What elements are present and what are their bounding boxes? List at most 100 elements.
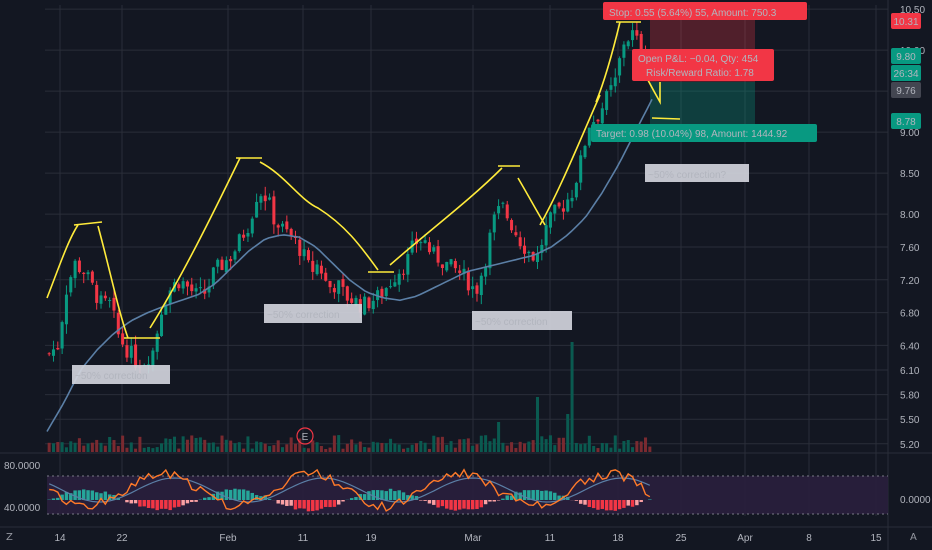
osc-histogram-bar	[479, 500, 484, 508]
osc-histogram-bar	[293, 500, 298, 510]
volume-bar	[198, 437, 202, 452]
volume-bar	[402, 448, 406, 452]
osc-histogram-bar	[190, 500, 194, 503]
volume-bar	[56, 442, 60, 452]
candle-body	[471, 286, 475, 290]
candle-body	[523, 245, 527, 254]
price-tick-label: 6.80	[900, 309, 920, 320]
candle-body	[164, 304, 168, 315]
trend-stroke	[149, 157, 241, 329]
candle-body	[95, 284, 99, 303]
time-axis[interactable]: 14 22 Feb 11 19 Mar 11 18 25 Apr 8 15	[54, 533, 882, 544]
price-tick-label: 6.10	[900, 366, 920, 377]
target-label-text: Target: 0.98 (10.04%) 98, Amount: 1444.9…	[596, 129, 788, 140]
candle-body	[622, 44, 626, 58]
volume-bar	[484, 435, 488, 452]
osc-histogram-bar	[285, 500, 289, 506]
volume-bar	[613, 435, 617, 452]
volume-bar	[618, 448, 622, 452]
price-tick-label: 8.00	[900, 210, 920, 221]
time-tick-label: 14	[54, 533, 66, 544]
volume-bar	[99, 442, 103, 452]
osc-histogram-bar	[94, 492, 99, 500]
candle-body	[613, 77, 617, 87]
yellow-trend-drawings	[46, 21, 681, 339]
osc-histogram-bar	[142, 500, 146, 507]
volume-bar	[211, 442, 215, 452]
volume-bar	[328, 447, 332, 452]
osc-histogram-bar	[164, 500, 168, 509]
volume-bar	[639, 441, 643, 452]
price-axis[interactable]: 10.5010.009.509.008.508.007.607.206.806.…	[900, 5, 925, 451]
osc-histogram-bar	[99, 493, 103, 500]
volume-bar	[570, 342, 574, 452]
candle-body	[579, 155, 583, 183]
candle-body	[587, 127, 591, 146]
volume-bar	[51, 443, 55, 452]
volume-bar	[86, 443, 90, 452]
ma-line	[46, 98, 653, 432]
candle-body	[125, 345, 129, 358]
volume-bar	[298, 438, 302, 452]
candle-body	[501, 202, 505, 204]
osc-histogram-bar	[604, 500, 609, 511]
osc-histogram-bar	[328, 500, 332, 508]
osc-histogram-bar	[622, 500, 626, 508]
bottom-left-z-button[interactable]: Z	[6, 532, 13, 543]
volume-bar	[302, 447, 306, 452]
volume-bar	[129, 442, 133, 452]
candle-body	[298, 239, 302, 256]
volume-bar	[108, 436, 112, 452]
candle-body	[112, 297, 116, 311]
osc-histogram-bar	[648, 499, 652, 500]
osc-histogram-bar	[505, 495, 509, 500]
candle-body	[540, 244, 544, 253]
volume-bar	[393, 443, 397, 452]
auto-scale-button[interactable]: A	[910, 532, 917, 543]
osc-histogram-bar	[436, 500, 440, 508]
osc-histogram-bar	[259, 496, 263, 500]
volume-bar	[622, 441, 626, 452]
earnings-label: E	[302, 432, 309, 443]
volume-bar	[587, 435, 591, 452]
volume-bar	[497, 422, 501, 452]
osc-right-tick: 0.0000	[900, 495, 931, 506]
volume-bar	[561, 437, 565, 452]
volume-bar	[255, 441, 259, 452]
time-tick-label: Apr	[737, 533, 753, 544]
candle-body	[548, 212, 552, 228]
volume-bar	[116, 445, 120, 452]
candle-body	[73, 260, 77, 279]
candle-body	[402, 273, 406, 275]
volume-bar	[103, 445, 107, 452]
volume-bar	[203, 439, 207, 452]
volume-bar	[471, 445, 475, 452]
price-tag-box	[891, 82, 921, 98]
osc-histogram-bar	[129, 500, 133, 504]
osc-histogram-bar	[419, 500, 423, 501]
candle-body	[414, 238, 418, 245]
price-tick-label: 7.20	[900, 276, 920, 287]
osc-histogram-bar	[77, 490, 82, 500]
volume-bar	[168, 438, 172, 452]
candle-body	[276, 225, 280, 228]
chart-labels: E 10.31 9.80 26:34 9.76 8.78 ~50% correction ~5…	[72, 2, 921, 445]
candle-body	[285, 221, 289, 230]
candle-body	[600, 108, 604, 124]
volume-bar	[185, 439, 189, 452]
candle-body	[423, 240, 427, 243]
osc-histogram-bar	[470, 500, 475, 510]
volume-bar	[60, 442, 64, 452]
pnl-line2-text: Risk/Reward Ratio: 1.78	[646, 68, 754, 79]
volume-bar	[384, 443, 388, 452]
volume-bar	[648, 446, 652, 452]
osc-histogram-bar	[449, 500, 453, 510]
candle-body	[605, 91, 609, 110]
osc-histogram-bar	[630, 500, 635, 507]
osc-histogram-bar	[64, 491, 69, 500]
osc-histogram-bar	[445, 500, 449, 509]
osc-histogram-bar	[241, 489, 246, 500]
osc-histogram-bar	[574, 500, 579, 501]
candle-body	[129, 345, 133, 358]
